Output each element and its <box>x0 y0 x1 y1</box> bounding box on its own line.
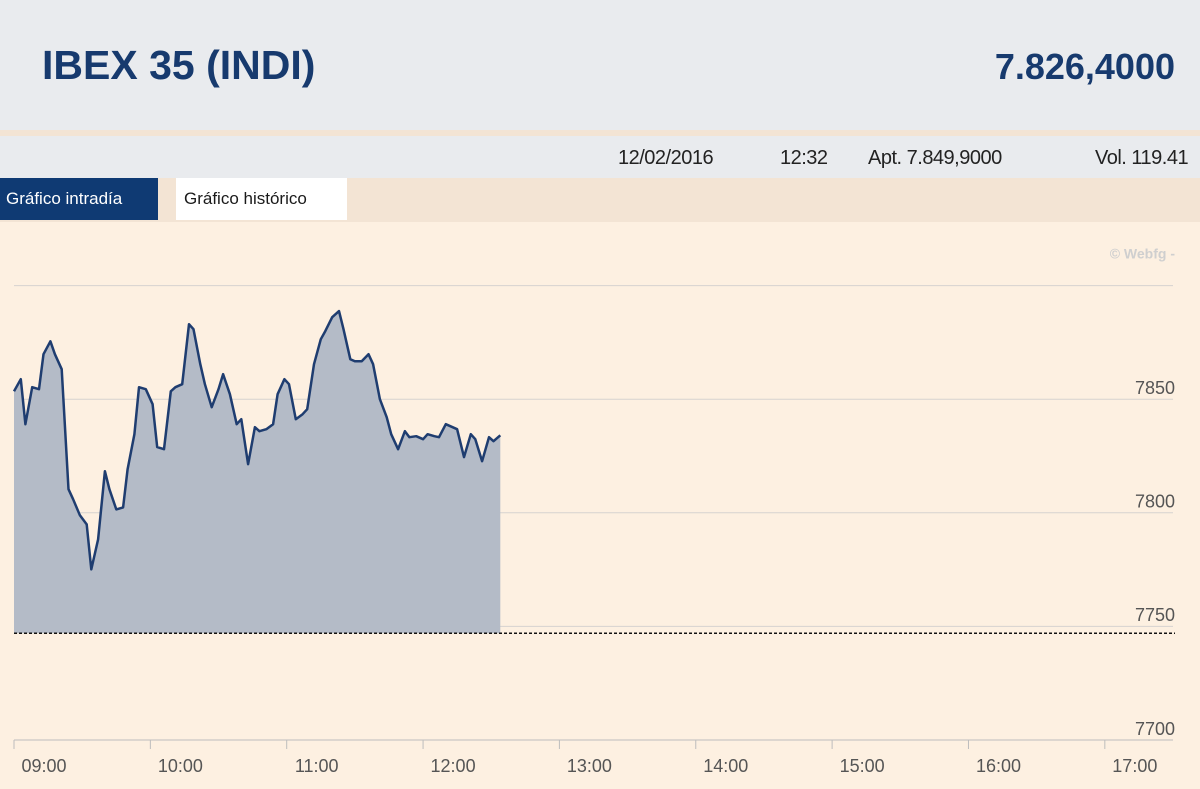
y-tick-label: 7750 <box>1135 605 1175 625</box>
tab-bar: Gráfico intradía Gráfico histórico <box>0 178 1200 222</box>
header: IBEX 35 (INDI) 7.826,4000 <box>0 0 1200 130</box>
tab[interactable]: Gráfico histórico <box>176 178 347 220</box>
separator <box>0 130 1200 136</box>
price-line <box>12 309 502 571</box>
x-tick-label: 12:00 <box>431 756 476 776</box>
index-value: 7.826,4000 <box>994 46 1175 87</box>
y-tick-label: 7850 <box>1135 378 1175 398</box>
x-tick-label: 11:00 <box>295 756 339 776</box>
y-tick-label: 7800 <box>1135 492 1175 512</box>
index-title: IBEX 35 (INDI) <box>42 42 316 88</box>
y-tick-label: 7700 <box>1135 719 1175 739</box>
open-price: Apt. 7.849,9000 <box>868 147 1002 169</box>
date: 12/02/2016 <box>618 147 714 169</box>
x-tick-label: 17:00 <box>1112 756 1157 776</box>
volume: Vol. 119.41 <box>1095 147 1189 169</box>
x-tick-label: 13:00 <box>567 756 612 776</box>
time: 12:32 <box>780 147 828 169</box>
x-tick-label: 09:00 <box>21 756 66 776</box>
tab[interactable]: Gráfico intradía <box>0 178 158 220</box>
x-tick-label: 14:00 <box>703 756 748 776</box>
x-tick-label: 15:00 <box>840 756 885 776</box>
x-tick-label: 16:00 <box>976 756 1021 776</box>
x-tick-label: 10:00 <box>158 756 203 776</box>
price-area <box>14 311 501 634</box>
watermark: © Webfg - <box>1110 246 1176 262</box>
info-bar: 12/02/2016 12:32 Apt. 7.849,9000 Vol. 11… <box>0 136 1200 178</box>
